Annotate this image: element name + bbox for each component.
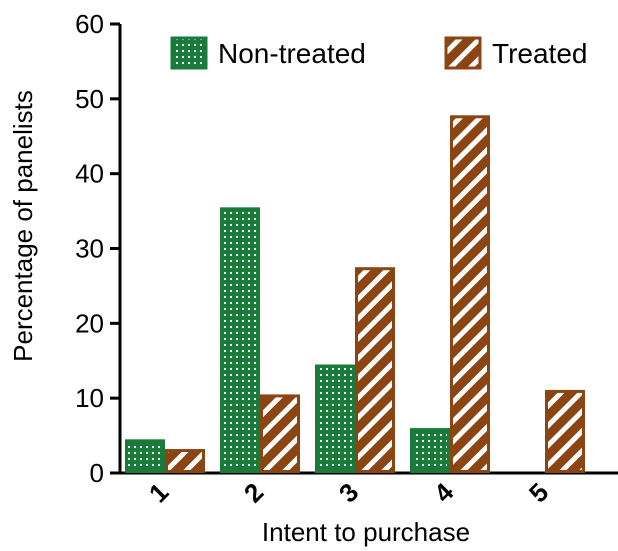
bar-non-treated-2 <box>220 207 260 473</box>
x-axis-label: Intent to purchase <box>262 517 470 547</box>
x-tick-label: 5 <box>523 477 554 508</box>
y-tick-label: 20 <box>75 308 104 338</box>
bars-group <box>125 115 585 474</box>
legend-swatch-treated <box>444 36 482 70</box>
y-axis-label: Percentage of panelists <box>8 90 38 362</box>
y-axis: 0 10 20 30 40 50 60 <box>75 9 122 488</box>
legend: Non-treated Treated <box>170 36 587 70</box>
bar-treated-4 <box>450 115 490 473</box>
x-tick-label: 3 <box>333 477 364 508</box>
y-tick-label: 30 <box>75 234 104 264</box>
bar-non-treated-1 <box>125 439 165 473</box>
y-tick-label: 40 <box>75 159 104 189</box>
y-tick-label: 60 <box>75 9 104 39</box>
bar-treated-5 <box>545 389 585 474</box>
legend-swatch-non-treated <box>170 36 208 70</box>
x-tick-label: 1 <box>143 477 174 508</box>
legend-label: Treated <box>492 38 587 69</box>
legend-label: Non-treated <box>218 38 366 69</box>
y-tick-label: 0 <box>90 458 104 488</box>
bar-treated-1 <box>165 449 205 473</box>
x-tick-label: 2 <box>238 477 269 508</box>
bar-non-treated-4 <box>410 428 450 474</box>
y-tick-label: 10 <box>75 383 104 413</box>
y-tick-label: 50 <box>75 84 104 114</box>
x-axis: 1 2 3 4 5 <box>120 471 618 509</box>
bar-treated-2 <box>260 394 300 473</box>
bar-non-treated-3 <box>315 364 355 474</box>
x-tick-label: 4 <box>428 477 460 509</box>
bar-treated-3 <box>355 267 395 473</box>
